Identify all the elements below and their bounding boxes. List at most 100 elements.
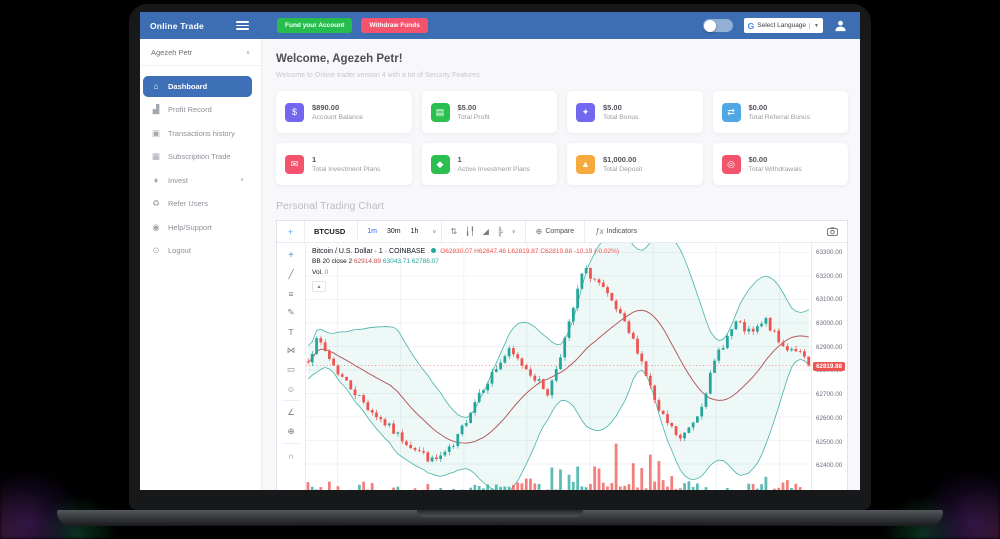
legend-symbol-row[interactable]: Bitcoin / U.S. Dollar · 1 · COINBASE O628… — [312, 246, 619, 257]
sidebar-user-menu[interactable]: Agezeh Petr ∨ — [140, 39, 261, 65]
sidebar-item-invest[interactable]: ♦ Invest ∨ — [143, 170, 252, 191]
fund-account-button[interactable]: Fund your Account — [277, 18, 353, 33]
symbol-button[interactable]: BTCUSD — [314, 227, 346, 236]
arrow-up-icon: ▲ — [576, 154, 595, 174]
exchange-icon: ⇄ — [721, 102, 741, 122]
price-axis-tick: 62500.00 — [816, 438, 843, 446]
app-title: Online Trade — [150, 20, 204, 31]
stat-card-total-investment-plans: ✉ 1 Total Investment Plans — [276, 143, 412, 185]
text-tool-icon[interactable]: T — [288, 326, 294, 337]
crosshair-tool-icon[interactable]: + — [288, 250, 294, 261]
snapshot-camera-icon[interactable] — [827, 227, 847, 236]
crosshair-mode-icon[interactable]: + — [287, 226, 294, 237]
sidebar-item-transactions-history[interactable]: ▣ Transactions history — [143, 123, 252, 144]
bars-style-icon[interactable]: ⇅ — [450, 227, 458, 236]
theme-toggle[interactable] — [702, 19, 733, 32]
briefcase-icon: ▣ — [151, 127, 161, 138]
language-selector[interactable]: G Select Language ▼ — [743, 18, 823, 33]
sidebar-item-label: Transactions history — [168, 128, 235, 138]
hamburger-menu-icon[interactable] — [236, 19, 249, 32]
circle-icon: ◎ — [721, 154, 741, 174]
sidebar-item-refer-users[interactable]: ♻ Refer Users — [143, 193, 252, 214]
sidebar-item-dashboard[interactable]: ⌂ Dashboard — [143, 75, 252, 97]
stat-card-total-deposit: ▲ $1,000.00 Total Deposit — [567, 143, 703, 185]
long-position-tool-icon[interactable]: ▭ — [286, 364, 296, 374]
stat-card-total-referral-bonus: ⇄ $0.00 Total Referral Bonus — [712, 91, 848, 133]
toolbar-divider — [282, 443, 300, 444]
sidebar-item-label: Refer Users — [168, 199, 209, 208]
stat-value: $0.00 — [748, 102, 768, 112]
sidebar-user-name: Agezeh Petr — [151, 48, 193, 57]
price-axis-tick: 62400.00 — [816, 462, 843, 470]
legend-bb-basis: 62914.89 — [353, 258, 382, 266]
stat-label: Total Profit — [457, 114, 490, 122]
sidebar-item-label: Subscription Trade — [168, 152, 231, 161]
sidebar-item-profit-record[interactable]: ▟ Profit Record — [143, 99, 252, 120]
laptop-screen: Online Trade Fund your Account Withdraw … — [140, 12, 860, 490]
legend-volume-row[interactable]: Vol. 0 — [312, 268, 619, 278]
style-menu-chevron-icon[interactable]: ∨ — [511, 228, 516, 235]
legend-bb-label: BB 20 close 2 — [312, 258, 353, 266]
candles-style-icon[interactable]: ╽╿ — [465, 227, 475, 236]
fib-retracement-tool-icon[interactable]: ≡ — [288, 288, 294, 299]
sidebar-divider — [140, 65, 261, 66]
stat-label: Total Deposit — [603, 166, 643, 174]
measure-tool-icon[interactable]: ∠ — [287, 407, 295, 417]
zoom-in-tool-icon[interactable]: ⊕ — [287, 426, 295, 436]
share-icon: ♻ — [152, 198, 160, 208]
sidebar-item-help-support[interactable]: ◉ Help/Support — [143, 217, 252, 238]
price-axis-tick: 63200.00 — [816, 272, 843, 280]
brush-tool-icon[interactable]: ✎ — [287, 307, 295, 317]
invest-icon: ♦ — [153, 175, 159, 185]
legend-bb-upper: 63043.71 — [382, 258, 410, 266]
chevron-down-icon: ∨ — [245, 49, 250, 56]
drawing-toolbar: + ╱ ≡ ✎ T ⋈ ▭ ☺ ∠ ⊕ ∩ — [277, 243, 306, 490]
stat-label: Total Bonus — [603, 114, 639, 122]
interval-button-1h[interactable]: 1h — [410, 228, 419, 235]
main-content: Welcome, Agezeh Petr! Welcome to Online … — [262, 39, 860, 490]
stat-value: $0.00 — [748, 154, 768, 164]
stat-card-total-withdrawals: ◎ $0.00 Total Withdrawals — [712, 143, 848, 185]
power-icon: ⊙ — [152, 245, 160, 255]
topbar: Online Trade Fund your Account Withdraw … — [140, 12, 860, 39]
bar-chart-icon: ▟ — [152, 104, 160, 114]
emoji-tool-icon[interactable]: ☺ — [286, 383, 296, 394]
stat-value: 1 — [457, 154, 462, 164]
chart-body: + ╱ ≡ ✎ T ⋈ ▭ ☺ ∠ ⊕ ∩ Bitcoin / U.S. Dollar · 1 · … — [277, 243, 847, 490]
withdraw-funds-button[interactable]: Withdraw Funds — [361, 18, 428, 33]
chevron-down-icon: ∨ — [239, 177, 244, 183]
legend-bb-lower: 62786.07 — [411, 258, 439, 266]
interval-menu-chevron-icon[interactable]: ∨ — [432, 228, 437, 235]
chevron-down-icon: ▼ — [809, 22, 819, 29]
sidebar-item-subscription-trade[interactable]: ▦ Subscription Trade — [143, 146, 252, 167]
compare-button[interactable]: ⊕ Compare — [526, 221, 585, 242]
user-icon[interactable] — [834, 19, 847, 32]
hollow-candles-style-icon[interactable]: ╠ — [496, 227, 503, 236]
sidebar-item-logout[interactable]: ⊙ Logout — [143, 240, 252, 261]
page-subtitle: Welcome to Online trader version 4 with … — [276, 72, 480, 79]
chart-plot-area[interactable]: Bitcoin / U.S. Dollar · 1 · COINBASE O628… — [306, 243, 811, 490]
area-style-icon[interactable]: ◢ — [482, 227, 489, 236]
cash-icon: ▤ — [430, 102, 450, 122]
xabcd-pattern-tool-icon[interactable]: ⋈ — [286, 345, 296, 355]
price-axis[interactable]: 63300.00 63200.00 63100.00 63000.00 62900.00… — [811, 243, 847, 490]
laptop-shadow — [95, 525, 905, 534]
interval-button-30m[interactable]: 30m — [386, 228, 401, 235]
toggle-knob — [703, 19, 716, 32]
legend-collapse-button[interactable]: ▲ — [312, 281, 326, 293]
legend-bb-row[interactable]: BB 20 close 2 62914.89 63043.71 62786.07 — [312, 257, 619, 267]
stat-value: $890.00 — [312, 102, 340, 112]
legend-symbol-title: Bitcoin / U.S. Dollar · 1 · COINBASE — [312, 248, 426, 255]
stat-card-account-balance: $ $890.00 Account Balance — [276, 91, 412, 133]
magnet-tool-icon[interactable]: ∩ — [287, 450, 295, 461]
page-layout: Agezeh Petr ∨ ⌂ Dashboard ▟ Profit Record ▣ T… — [140, 39, 860, 490]
status-dot-icon — [431, 248, 437, 254]
sidebar-nav: ⌂ Dashboard ▟ Profit Record ▣ Transactions hi… — [140, 66, 261, 261]
trend-line-tool-icon[interactable]: ╱ — [288, 269, 294, 279]
interval-button-1m[interactable]: 1m — [367, 228, 377, 235]
interval-group: 1m 30m 1h — [358, 221, 427, 242]
envelope-icon: ✉ — [285, 154, 304, 174]
function-icon: ƒx — [595, 227, 604, 236]
indicators-button[interactable]: ƒx Indicators — [585, 221, 647, 242]
